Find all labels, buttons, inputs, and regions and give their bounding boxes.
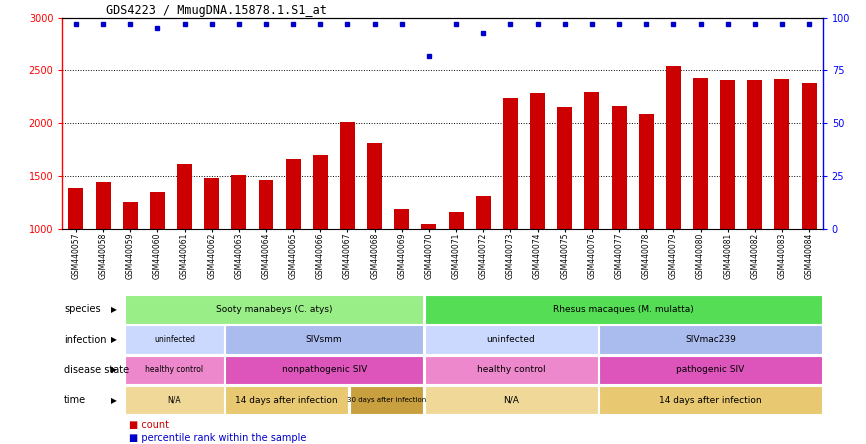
- Text: 14 days after infection: 14 days after infection: [659, 396, 762, 404]
- Bar: [231, 175, 246, 229]
- Text: N/A: N/A: [503, 396, 519, 404]
- Bar: [424, 356, 598, 384]
- Bar: [177, 164, 192, 229]
- Text: healthy control: healthy control: [477, 365, 546, 374]
- Bar: [126, 325, 223, 354]
- Bar: [225, 325, 423, 354]
- Text: ■ count: ■ count: [129, 420, 169, 430]
- Bar: [424, 325, 598, 354]
- Bar: [424, 386, 598, 414]
- Text: SIVsmm: SIVsmm: [306, 335, 342, 344]
- Text: nonpathogenic SIV: nonpathogenic SIV: [281, 365, 367, 374]
- Bar: [503, 98, 518, 229]
- Bar: [150, 192, 165, 229]
- Text: Sooty manabeys (C. atys): Sooty manabeys (C. atys): [216, 305, 333, 314]
- Text: 30 days after infection: 30 days after infection: [346, 397, 426, 403]
- Bar: [599, 325, 822, 354]
- Text: species: species: [64, 305, 100, 314]
- Bar: [350, 386, 423, 414]
- Bar: [599, 386, 822, 414]
- Bar: [367, 143, 382, 229]
- Text: healthy control: healthy control: [145, 365, 204, 374]
- Bar: [394, 209, 410, 229]
- Bar: [530, 93, 545, 229]
- Text: uninfected: uninfected: [154, 335, 195, 344]
- Text: N/A: N/A: [168, 396, 181, 404]
- Bar: [585, 91, 599, 229]
- Text: GDS4223 / MmugDNA.15878.1.S1_at: GDS4223 / MmugDNA.15878.1.S1_at: [106, 4, 326, 17]
- Bar: [693, 78, 708, 229]
- Text: SIVmac239: SIVmac239: [685, 335, 736, 344]
- Text: pathogenic SIV: pathogenic SIV: [676, 365, 745, 374]
- Text: ▶: ▶: [112, 365, 117, 374]
- Bar: [611, 107, 626, 229]
- Text: time: time: [64, 395, 87, 405]
- Bar: [747, 80, 762, 229]
- Bar: [424, 295, 822, 324]
- Bar: [599, 356, 822, 384]
- Bar: [340, 122, 355, 229]
- Bar: [286, 159, 301, 229]
- Bar: [449, 212, 463, 229]
- Bar: [126, 386, 223, 414]
- Bar: [557, 107, 572, 229]
- Text: ▶: ▶: [112, 335, 117, 344]
- Bar: [721, 80, 735, 229]
- Bar: [802, 83, 817, 229]
- Bar: [126, 295, 423, 324]
- Bar: [225, 356, 423, 384]
- Text: Rhesus macaques (M. mulatta): Rhesus macaques (M. mulatta): [553, 305, 694, 314]
- Bar: [225, 386, 348, 414]
- Bar: [126, 356, 223, 384]
- Bar: [422, 224, 436, 229]
- Text: 14 days after infection: 14 days after infection: [236, 396, 338, 404]
- Bar: [68, 187, 83, 229]
- Bar: [666, 66, 681, 229]
- Text: infection: infection: [64, 335, 107, 345]
- Bar: [475, 196, 491, 229]
- Bar: [313, 155, 328, 229]
- Bar: [774, 79, 790, 229]
- Bar: [639, 114, 654, 229]
- Text: ▶: ▶: [112, 396, 117, 404]
- Text: ■ percentile rank within the sample: ■ percentile rank within the sample: [129, 433, 307, 443]
- Text: disease state: disease state: [64, 365, 129, 375]
- Bar: [95, 182, 111, 229]
- Bar: [123, 202, 138, 229]
- Bar: [259, 180, 274, 229]
- Bar: [204, 178, 219, 229]
- Text: ▶: ▶: [112, 305, 117, 314]
- Text: uninfected: uninfected: [487, 335, 535, 344]
